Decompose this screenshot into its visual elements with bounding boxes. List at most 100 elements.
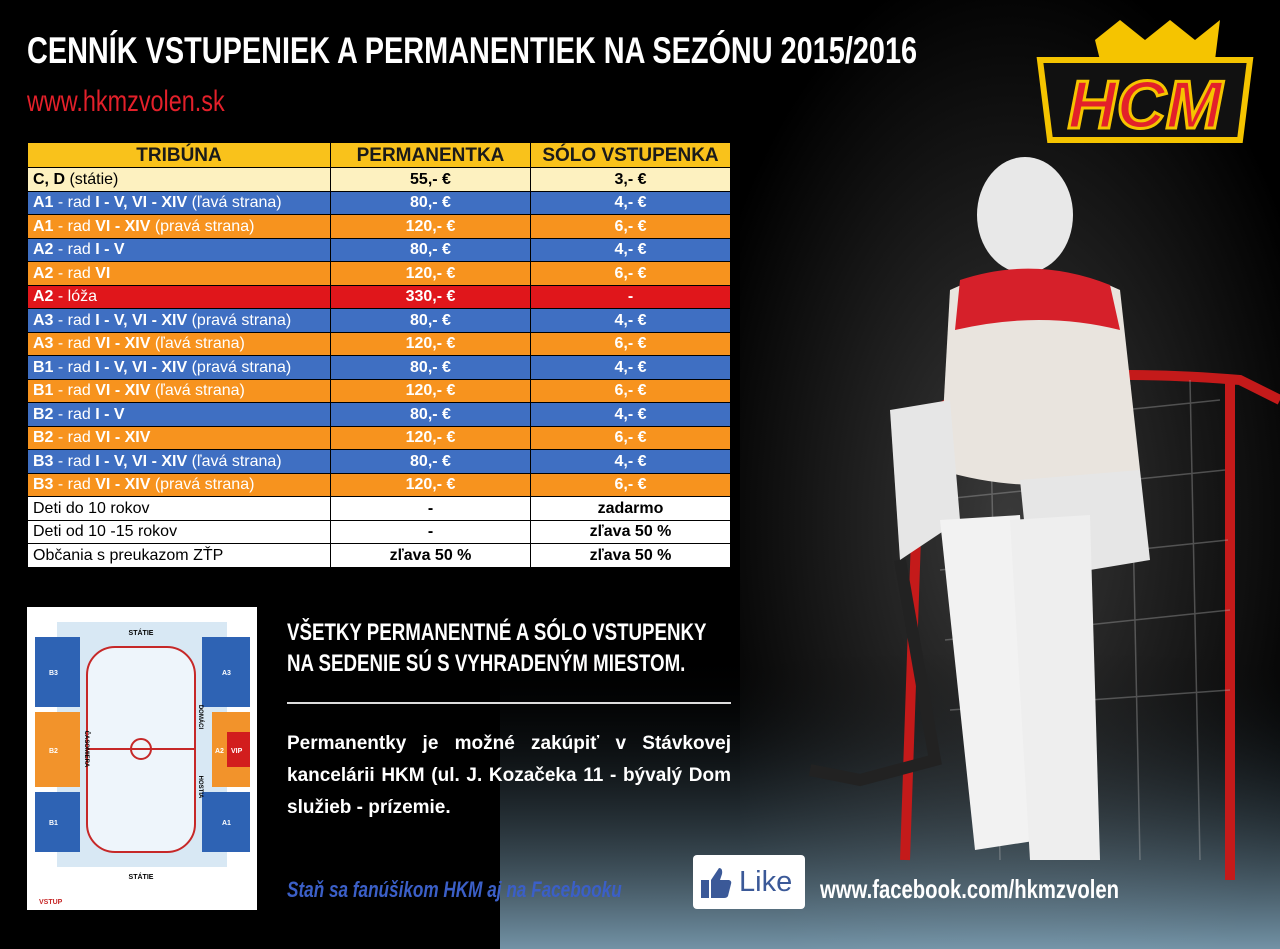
season-price: 80,- €	[330, 402, 531, 427]
map-label: HOSTIA	[197, 776, 203, 799]
facebook-invite-text: Staň sa fanúšikom HKM aj na Facebooku	[287, 877, 622, 902]
tribuna-cell: B3 - rad I - V, VI - XIV (ľavá strana)	[27, 449, 331, 474]
facebook-url[interactable]: www.facebook.com/hkmzvolen	[820, 874, 1203, 905]
notice-line: VŠETKY PERMANENTNÉ A SÓLO VSTUPENKY	[287, 617, 825, 648]
tribuna-cell: Občania s preukazom ZŤP	[27, 543, 331, 568]
tribuna-part: Občania s preukazom ZŤP	[33, 546, 224, 564]
tribuna-part: (ľavá strana)	[150, 335, 245, 353]
season-price: 80,- €	[330, 355, 531, 380]
tribuna-part: - rad	[53, 335, 96, 353]
tribuna-part: (pravá strana)	[150, 476, 255, 494]
tribuna-part: I - V, VI - XIV	[95, 358, 188, 376]
tribuna-part: Deti do 10 rokov	[33, 499, 150, 517]
table-row: A1 - rad I - V, VI - XIV (ľavá strana) 80…	[27, 190, 731, 215]
like-button[interactable]: Like	[693, 855, 805, 909]
tribuna-part: (ľavá strana)	[150, 382, 245, 400]
tribuna-part: A2	[33, 241, 54, 259]
tribuna-part: VI - XIV	[95, 382, 151, 400]
tribuna-part: - rad	[53, 405, 96, 423]
season-price: 120,- €	[330, 378, 531, 403]
tribuna-part: I - V	[95, 405, 125, 423]
tribuna-part: B2	[33, 429, 54, 447]
season-price: 120,- €	[330, 425, 531, 450]
map-label: VSTUP	[39, 899, 63, 906]
table-row: A2 - rad VI 120,- €6,- €	[27, 261, 731, 286]
arena-map: STÁTIE STÁTIE VSTUP B3 B2 B1 A3 A2 VIP A…	[27, 607, 257, 910]
single-price: zľava 50 %	[530, 543, 731, 568]
tribuna-cell: A3 - rad I - V, VI - XIV (pravá strana)	[27, 308, 331, 333]
tribuna-part: B1	[33, 382, 54, 400]
table-row: A2 - rad I - V 80,- €4,- €	[27, 237, 731, 262]
table-row: Deti do 10 rokov - zadarmo	[27, 496, 731, 521]
single-price: 4,- €	[530, 308, 731, 333]
block-b1	[35, 792, 80, 852]
table-row: B1 - rad I - V, VI - XIV (pravá strana) 8…	[27, 355, 731, 380]
table-row: A3 - rad I - V, VI - XIV (pravá strana) 8…	[27, 308, 731, 333]
notice-text: NA SEDENIE SÚ S VYHRADENÝM MIESTOM.	[287, 650, 686, 677]
tribuna-part: C, D	[33, 170, 65, 188]
table-row: Občania s preukazom ZŤP zľava 50 % zľava 5…	[27, 543, 731, 568]
table-row: B3 - rad I - V, VI - XIV (ľavá strana) 80…	[27, 449, 731, 474]
table-row: B3 - rad VI - XIV (pravá strana) 120,- €6…	[27, 472, 731, 497]
title: CENNÍK VSTUPENIEK A PERMANENTIEK NA SEZÓ…	[27, 30, 1168, 72]
tribuna-part: - rad	[53, 452, 96, 470]
table-row: A3 - rad VI - XIV (ľavá strana) 120,- €6,…	[27, 331, 731, 356]
tribuna-cell: A1 - rad VI - XIV (pravá strana)	[27, 214, 331, 239]
tribuna-part: Deti od 10 -15 rokov	[33, 523, 178, 541]
season-price: -	[330, 496, 531, 521]
single-price: zadarmo	[530, 496, 731, 521]
map-label: A2	[215, 748, 224, 755]
tribuna-cell: B3 - rad VI - XIV (pravá strana)	[27, 472, 331, 497]
table-row: A2 - lóža 330,- € -	[27, 284, 731, 309]
map-label: DOMÁCI	[197, 705, 204, 730]
single-price: 4,- €	[530, 402, 731, 427]
single-price: 6,- €	[530, 472, 731, 497]
season-price: 80,- €	[330, 237, 531, 262]
column-header: SÓLO VSTUPENKA	[530, 142, 731, 168]
center-circle	[130, 738, 152, 760]
single-price: 6,- €	[530, 378, 731, 403]
season-price: zľava 50 %	[330, 543, 531, 568]
single-price: -	[530, 284, 731, 309]
thumb-icon	[701, 868, 732, 898]
map-label: VIP	[231, 748, 243, 755]
tribuna-part: - rad	[53, 429, 96, 447]
tribuna-part: - lóža	[53, 288, 98, 306]
notice: VŠETKY PERMANENTNÉ A SÓLO VSTUPENKY NA S…	[287, 617, 825, 679]
tribuna-part: VI - XIV	[95, 476, 151, 494]
block-a3	[202, 637, 250, 707]
tribuna-cell: A2 - rad VI	[27, 261, 331, 286]
tribuna-part: (státie)	[65, 170, 119, 188]
tribuna-part: A3	[33, 335, 54, 353]
tribuna-part: (pravá strana)	[187, 358, 292, 376]
block-a1	[202, 792, 250, 852]
single-price: 6,- €	[530, 214, 731, 239]
tribuna-part: I - V, VI - XIV	[95, 452, 188, 470]
tribuna-part: - rad	[53, 358, 96, 376]
divider	[287, 702, 731, 704]
tribuna-part: - rad	[53, 194, 96, 212]
website-text: www.hkmzvolen.sk	[27, 85, 225, 118]
season-price: -	[330, 519, 531, 544]
single-price: 6,- €	[530, 331, 731, 356]
map-label: B3	[49, 670, 58, 677]
block-vip	[227, 732, 250, 767]
season-price: 80,- €	[330, 449, 531, 474]
tribuna-part: - rad	[53, 311, 96, 329]
notice-line: NA SEDENIE SÚ S VYHRADENÝM MIESTOM.	[287, 648, 825, 679]
season-price: 80,- €	[330, 308, 531, 333]
tribuna-part: VI	[95, 264, 111, 282]
table-row: A1 - rad VI - XIV (pravá strana) 120,- €6…	[27, 214, 731, 239]
tribuna-cell: B1 - rad VI - XIV (ľavá strana)	[27, 378, 331, 403]
tribuna-part: A1	[33, 194, 54, 212]
map-label: STÁTIE	[129, 628, 154, 637]
column-header: PERMANENTKA	[330, 142, 531, 168]
map-label: A3	[222, 670, 231, 677]
tribuna-part: I - V	[95, 241, 125, 259]
purchase-info: Permanentky je možné zakúpiť v Stávkovej…	[287, 733, 731, 818]
facebook-url-text: www.facebook.com/hkmzvolen	[820, 874, 1120, 904]
stick	[808, 558, 942, 787]
tribuna-part: VI - XIV	[95, 217, 151, 235]
